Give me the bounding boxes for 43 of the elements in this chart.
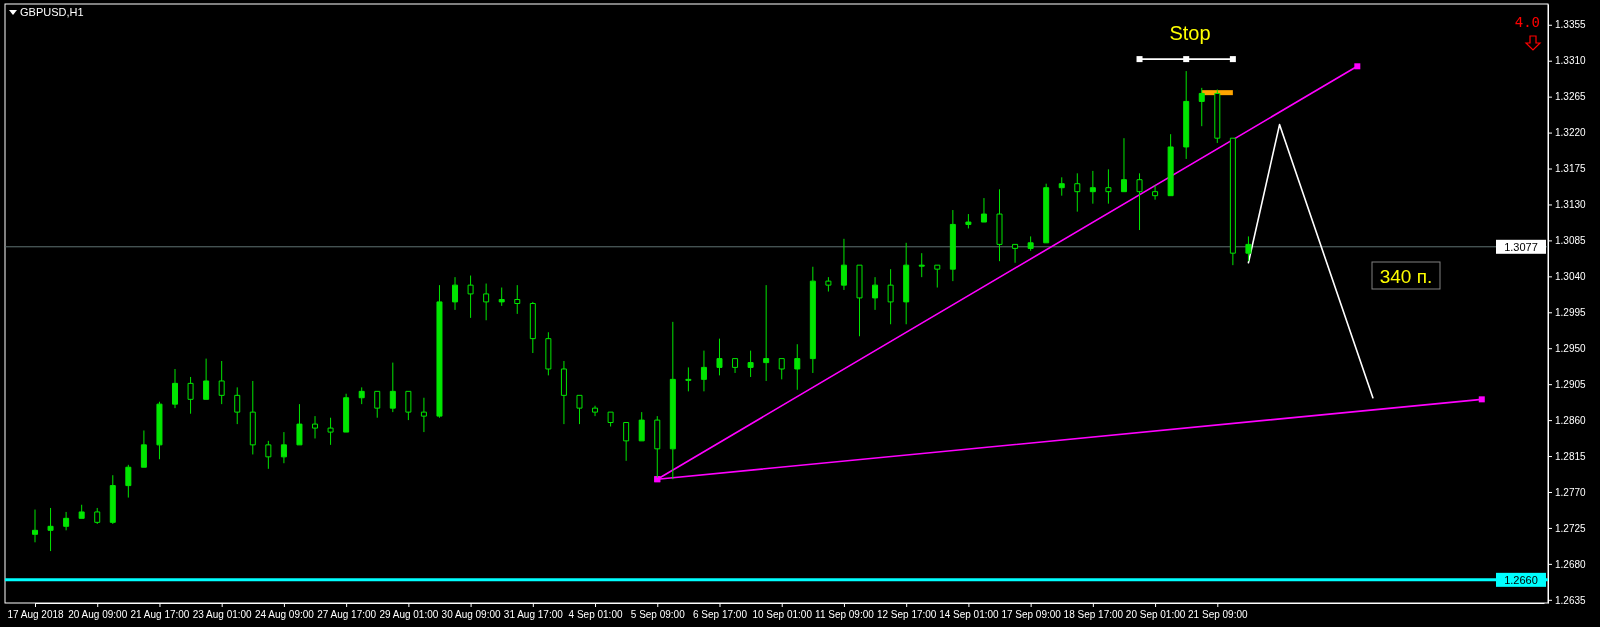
x-tick-label: 10 Sep 01:00 [752,609,813,620]
y-tick-label: 1.2860 [1555,414,1587,426]
x-tick-label: 17 Sep 09:00 [1001,609,1062,620]
y-tick-label: 1.2725 [1555,522,1587,534]
y-tick-label: 1.3085 [1555,235,1587,247]
x-tick-label: 14 Sep 01:00 [939,609,1000,620]
annotation: 340 п. [1379,266,1433,287]
chart-title: GBPUSD,H1 [20,6,84,18]
y-tick-label: 1.3220 [1555,127,1587,139]
x-tick-label: 5 Sep 09:00 [630,609,686,620]
y-tick-label: 1.2950 [1555,342,1587,354]
annotation: Stop [1169,22,1211,44]
x-tick-label: 12 Sep 17:00 [876,609,937,620]
x-tick-label: 18 Sep 17:00 [1063,609,1124,620]
y-tick-label: 1.3265 [1555,91,1587,103]
y-tick-label: 1.2815 [1555,450,1587,462]
x-tick-label: 20 Sep 01:00 [1125,609,1186,620]
y-tick-label: 1.2680 [1555,558,1587,570]
x-tick-label: 20 Aug 09:00 [68,609,128,620]
y-tick-label: 1.2995 [1555,306,1587,318]
x-tick-label: 24 Aug 09:00 [254,609,315,620]
y-tick-label: 1.3355 [1555,19,1587,31]
x-tick-label: 23 Aug 01:00 [192,609,253,620]
y-tick-label: 1.3310 [1555,55,1587,67]
y-tick-label: 1.3040 [1555,271,1587,283]
y-tick-label: 1.3130 [1555,199,1587,211]
y-tick-label: 1.2635 [1555,594,1587,606]
ref-line-label: 1.3077 [1504,240,1538,253]
x-tick-label: 27 Aug 17:00 [317,609,377,620]
x-tick-label: 31 Aug 17:00 [503,609,564,620]
x-tick-label: 21 Sep 09:00 [1188,609,1248,620]
y-tick-label: 1.2770 [1555,486,1587,498]
x-tick-label: 30 Aug 09:00 [441,609,501,620]
x-tick-label: 11 Sep 09:00 [815,609,875,620]
x-tick-label: 21 Aug 17:00 [130,609,190,620]
x-tick-label: 4 Sep 01:00 [568,609,623,620]
annotation: 4.0 [1514,14,1540,30]
y-tick-label: 1.3175 [1555,163,1587,175]
x-tick-label: 17 Aug 2018 [7,609,65,620]
ref-line-label: 1.2660 [1504,573,1538,586]
y-tick-label: 1.2905 [1555,378,1587,390]
x-tick-label: 29 Aug 01:00 [379,609,439,620]
x-tick-label: 6 Sep 17:00 [693,609,748,620]
